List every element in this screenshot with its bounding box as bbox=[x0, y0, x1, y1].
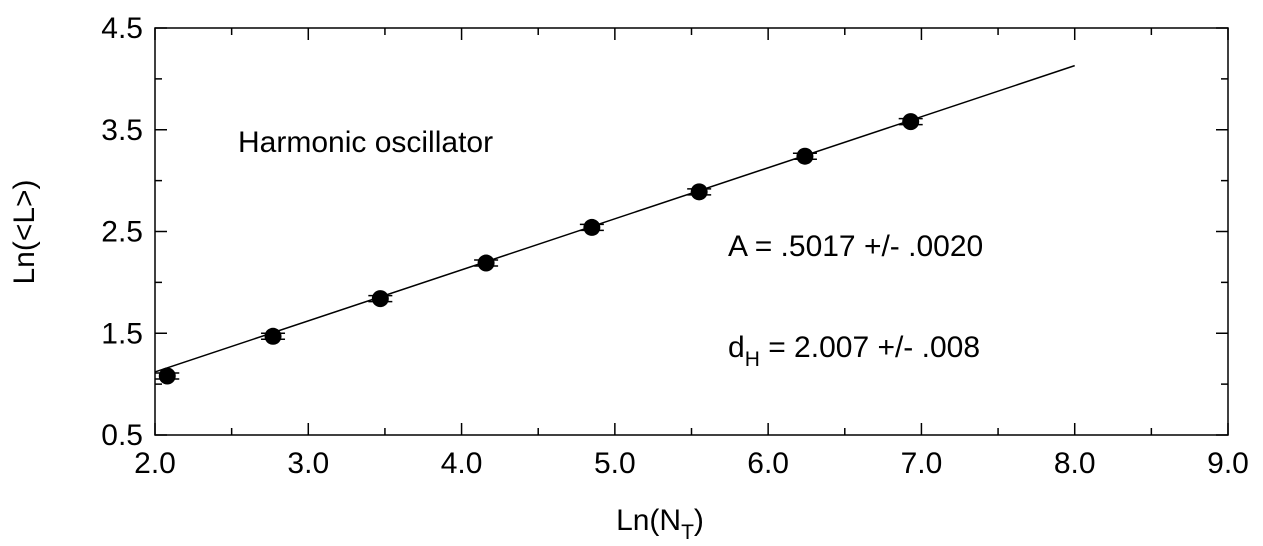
data-points bbox=[155, 113, 923, 385]
plot-frame bbox=[154, 27, 1229, 436]
data-point bbox=[690, 183, 708, 201]
x-tick-label: 7.0 bbox=[901, 447, 943, 480]
harmonic-oscillator-label: Harmonic oscillator bbox=[238, 126, 493, 159]
data-point bbox=[796, 147, 814, 165]
data-point bbox=[264, 327, 282, 345]
tick-labels: 2.0 3.0 4.0 5.0 6.0 7.0 8.0 9.0 0.5 1.5 2.5 3.5 4.5 bbox=[101, 12, 1249, 480]
x-tick-label: 5.0 bbox=[594, 447, 636, 480]
data-point bbox=[583, 218, 601, 236]
fit-dh-sub: H bbox=[745, 348, 760, 371]
axis-ticks bbox=[154, 27, 1229, 436]
data-point bbox=[371, 290, 389, 308]
y-tick-label: 3.5 bbox=[101, 114, 143, 147]
x-tick-label: 6.0 bbox=[747, 447, 789, 480]
data-point bbox=[477, 254, 495, 272]
x-axis-label: Ln(NT) bbox=[616, 504, 704, 544]
data-point bbox=[902, 113, 920, 131]
x-tick-label: 3.0 bbox=[287, 447, 329, 480]
x-tick-label: 9.0 bbox=[1207, 447, 1249, 480]
x-tick-label: 8.0 bbox=[1054, 447, 1096, 480]
data-point bbox=[158, 367, 176, 385]
x-tick-label: 4.0 bbox=[441, 447, 483, 480]
fit-dh-rest: = 2.007 +/- .008 bbox=[760, 331, 980, 364]
y-tick-label: 2.5 bbox=[101, 216, 143, 249]
fit-dh-label: dH = 2.007 +/- .008 bbox=[728, 331, 980, 371]
x-axis-label-close: ) bbox=[694, 504, 704, 537]
fit-a-label: A = .5017 +/- .0020 bbox=[728, 230, 983, 263]
x-axis-label-sub: T bbox=[681, 521, 694, 544]
y-tick-label: 1.5 bbox=[101, 317, 143, 350]
x-tick-label: 2.0 bbox=[134, 447, 176, 480]
y-tick-label: 4.5 bbox=[101, 12, 143, 45]
x-axis-label-main: Ln(N bbox=[616, 504, 681, 537]
fit-dh-main: d bbox=[728, 331, 745, 364]
y-tick-label: 0.5 bbox=[101, 419, 143, 452]
fit-line bbox=[154, 64, 1075, 373]
y-axis-label: Ln(<L>) bbox=[8, 179, 41, 284]
